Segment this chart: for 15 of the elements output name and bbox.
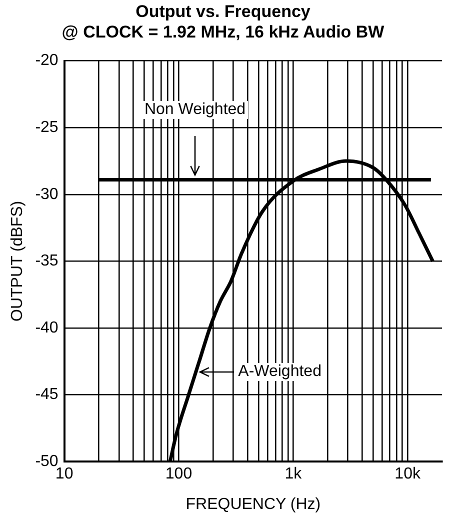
x-tick-label: 100	[165, 466, 192, 483]
annotation: A-Weighted	[236, 363, 324, 382]
x-tick-label: 10k	[394, 466, 422, 483]
y-tick-label: -25	[35, 119, 58, 136]
chart-title: Output vs. Frequency	[136, 2, 311, 21]
y-tick-label: -45	[35, 386, 58, 404]
y-tick-label: -35	[35, 252, 58, 270]
y-tick-label: -20	[35, 52, 58, 70]
y-tick-label: -30	[35, 186, 58, 203]
y-axis-title: OUTPUT (dBFS)	[9, 200, 26, 322]
x-tick-label: 1k	[284, 466, 303, 483]
annotation: Non Weighted	[142, 100, 248, 119]
x-axis-title: FREQUENCY (Hz)	[186, 496, 321, 513]
chart-subtitle: @ CLOCK = 1.92 MHz, 16 kHz Audio BW	[62, 22, 386, 42]
y-tick-label: -40	[35, 319, 58, 336]
